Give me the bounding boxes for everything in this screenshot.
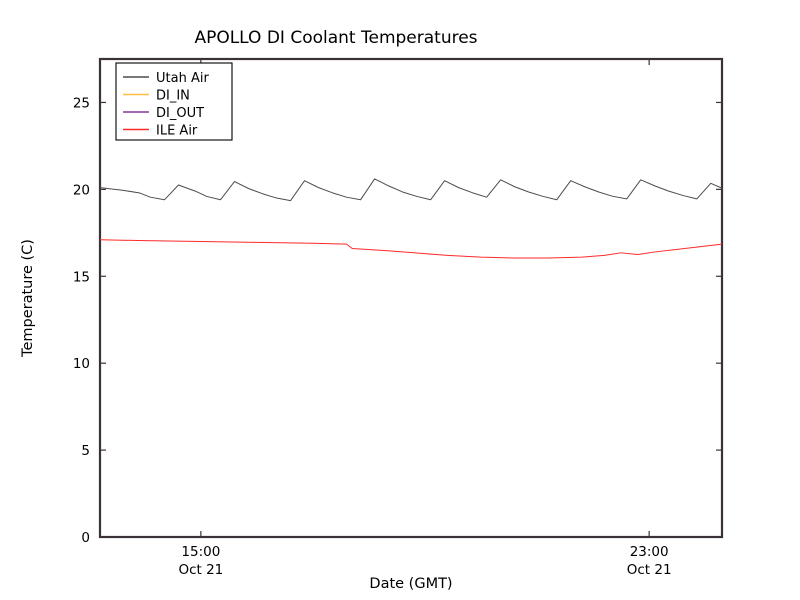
x-axis-label: Date (GMT) xyxy=(369,576,452,592)
plot-frame xyxy=(98,57,724,539)
chart-title: APOLLO DI Coolant Temperatures xyxy=(194,28,477,48)
y-tick-label: 20 xyxy=(73,182,90,198)
x-tick-label-date: Oct 21 xyxy=(178,562,223,578)
y-tick-label: 25 xyxy=(73,95,90,111)
y-tick-label: 0 xyxy=(81,530,90,546)
x-tick-label-time: 23:00 xyxy=(630,544,669,560)
series-line-utah-air xyxy=(100,178,722,202)
x-tick-label-date: Oct 21 xyxy=(627,562,672,578)
series-line-ile-air xyxy=(100,239,722,259)
data-series-group xyxy=(100,178,722,259)
legend-label-ile-air[interactable]: ILE Air xyxy=(156,124,198,139)
legend-box xyxy=(115,62,233,141)
y-tick-label: 5 xyxy=(81,443,90,459)
x-tick-label-time: 15:00 xyxy=(181,544,220,560)
y-tick-label: 10 xyxy=(73,356,90,372)
legend-label-di-in[interactable]: DI_IN xyxy=(156,89,190,104)
y-axis-ticks: 0 5 10 15 20 25 xyxy=(73,95,722,546)
y-axis-label: Temperature (C) xyxy=(20,239,36,358)
legend-label-utah-air[interactable]: Utah Air xyxy=(156,71,209,86)
y-tick-label: 15 xyxy=(73,269,90,285)
legend-label-di-out[interactable]: DI_OUT xyxy=(156,106,204,121)
chart-legend[interactable]: Utah Air DI_IN DI_OUT ILE Air xyxy=(115,62,233,141)
